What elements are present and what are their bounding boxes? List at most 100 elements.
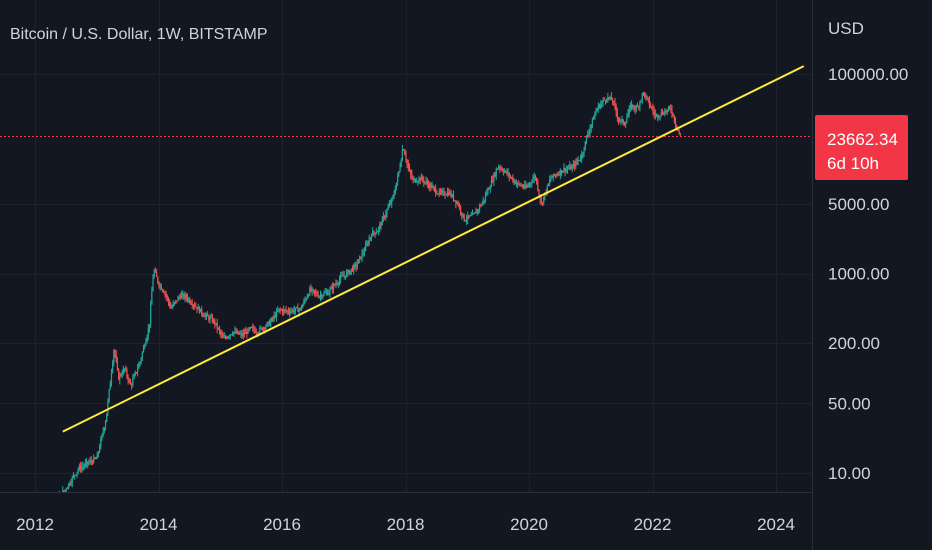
candle-body	[177, 297, 179, 302]
candle-body	[654, 113, 656, 115]
candle-body	[531, 182, 533, 183]
candle-body	[304, 299, 306, 301]
candle-body	[512, 177, 514, 182]
candle-body	[236, 331, 238, 334]
candle-body	[161, 289, 164, 291]
candles	[15, 91, 681, 493]
candle-body	[253, 327, 255, 331]
candle-body	[347, 270, 349, 273]
candle-body	[256, 333, 259, 335]
candle-body	[287, 310, 290, 313]
candle-body	[596, 108, 598, 112]
candle-body	[634, 108, 636, 110]
candle-body	[157, 276, 159, 283]
candle-body	[120, 374, 122, 376]
candle-body	[317, 295, 319, 298]
candle-body	[356, 263, 358, 267]
candle-body	[84, 463, 86, 466]
candle-body	[163, 290, 165, 293]
candle-body	[411, 174, 413, 179]
candle-body	[556, 174, 558, 176]
candle-body	[289, 312, 291, 313]
candle-body	[550, 178, 552, 180]
candle-body	[137, 368, 139, 373]
candle-body	[134, 372, 136, 376]
candle-body	[446, 192, 449, 195]
candle-body	[380, 224, 382, 226]
candle-body	[115, 354, 117, 362]
candle-body	[613, 101, 615, 103]
candle-body	[646, 96, 648, 98]
candle-body	[87, 461, 89, 464]
candle-body	[642, 92, 645, 94]
candle-body	[471, 213, 474, 216]
candle-body	[526, 185, 528, 188]
candle-body	[563, 168, 565, 172]
candle-body	[199, 308, 202, 313]
x-tick-label: 2012	[16, 515, 54, 534]
candle-body	[348, 270, 350, 274]
candle-body	[245, 331, 247, 334]
candle-body	[593, 118, 595, 120]
candle-body	[640, 99, 642, 102]
candle-body	[456, 202, 458, 204]
candle-body	[578, 159, 580, 161]
candle-body	[457, 202, 459, 206]
candle-body	[502, 170, 504, 173]
grid	[0, 0, 812, 492]
candle-body	[429, 184, 431, 188]
candle-body	[128, 380, 130, 382]
candle-body	[82, 466, 84, 468]
candle-body	[215, 322, 217, 325]
candle-body	[620, 119, 622, 121]
candle-body	[166, 296, 168, 299]
candle-body	[648, 99, 651, 106]
candle-body	[530, 182, 532, 184]
candle-body	[547, 183, 550, 186]
candle-body	[226, 337, 228, 339]
candle-body	[324, 292, 326, 294]
candle-body	[103, 427, 105, 432]
trendline	[62, 65, 805, 433]
candle-body	[283, 309, 285, 313]
candle-body	[464, 220, 466, 222]
candle-body	[645, 96, 647, 97]
candle-body	[543, 196, 545, 203]
candle-body	[376, 231, 379, 233]
candle-body	[503, 171, 506, 173]
candle-body	[217, 328, 219, 330]
candle-body	[69, 483, 71, 485]
candle-body	[527, 185, 529, 187]
candle-body	[255, 332, 257, 334]
candle-body	[515, 183, 518, 185]
candle-body	[109, 382, 111, 390]
candle-body	[336, 283, 338, 285]
candle-body	[74, 475, 76, 477]
candle-body	[484, 194, 487, 200]
y-tick-label: 100000.00	[828, 65, 908, 84]
currency-label: USD	[828, 19, 864, 38]
candle-body	[475, 212, 477, 214]
candle-body	[538, 189, 540, 195]
candle-body	[351, 268, 354, 271]
candle-body	[140, 358, 142, 363]
candle-body	[270, 321, 272, 326]
candle-body	[388, 203, 390, 208]
candle-body	[248, 328, 250, 330]
last-price-tag[interactable]: 23662.34 6d 10h	[815, 115, 908, 180]
candle-body	[676, 124, 678, 129]
chart-title: Bitcoin / U.S. Dollar, 1W, BITSTAMP	[10, 26, 268, 43]
candle-body	[273, 315, 275, 319]
candle-body	[577, 160, 579, 162]
candle-body	[482, 200, 484, 204]
candle-body	[412, 178, 414, 180]
candle-body	[568, 168, 570, 170]
candle-body	[416, 181, 418, 183]
candle-body	[372, 231, 374, 237]
candle-body	[652, 107, 654, 111]
candle-body	[175, 300, 177, 303]
candle-body	[328, 292, 330, 295]
candle-body	[603, 99, 605, 101]
candle-body	[435, 188, 437, 194]
candle-body	[600, 104, 602, 108]
